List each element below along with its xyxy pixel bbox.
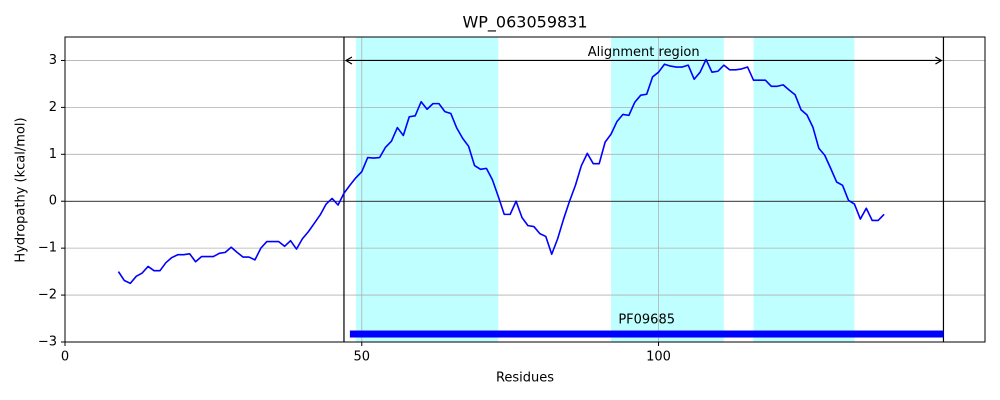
y-tick-label: 3 (49, 53, 57, 68)
x-tick-label: 50 (354, 350, 371, 365)
domain-bar (349, 330, 944, 338)
chart-title: WP_063059831 (462, 13, 587, 33)
plot-frame (64, 36, 986, 343)
x-tick-label: 0 (61, 350, 69, 365)
y-tick-label: 1 (49, 147, 57, 162)
y-tick-label: 0 (49, 194, 57, 209)
y-tick-label: 2 (49, 100, 57, 115)
x-axis-label: Residues (496, 371, 554, 386)
x-tick-label: 100 (646, 350, 671, 365)
y-tick-label: −3 (38, 335, 57, 350)
y-axis-label: Hydropathy (kcal/mol) (14, 117, 29, 262)
alignment-label: Alignment region (588, 45, 700, 60)
hydropathy-line (117, 58, 885, 285)
y-tick-label: −1 (38, 241, 57, 256)
domain-label: PF09685 (618, 313, 675, 328)
shaded-region (753, 37, 855, 342)
alignment-arrow (344, 56, 943, 65)
shaded-region (355, 37, 499, 342)
shaded-region (611, 37, 724, 342)
y-tick-label: −2 (38, 288, 57, 303)
